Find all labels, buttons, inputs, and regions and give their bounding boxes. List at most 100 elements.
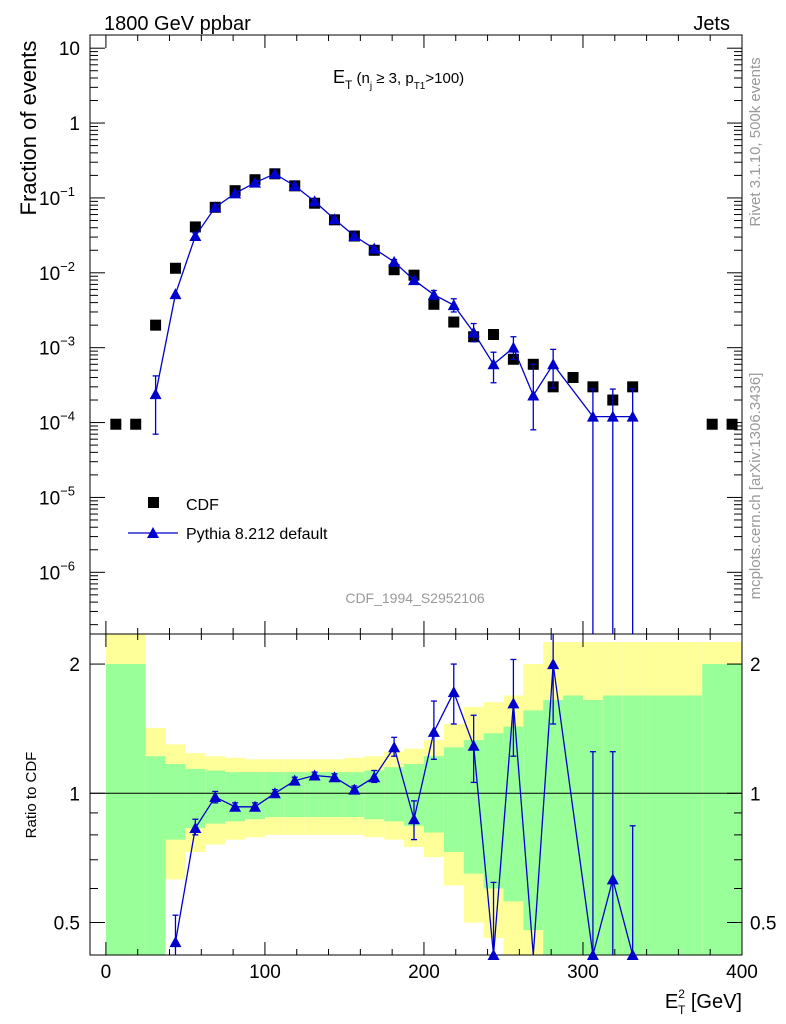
cdf-point: [448, 316, 460, 328]
band-green: [384, 767, 405, 822]
pythia-point: [209, 201, 222, 213]
band-green: [185, 768, 206, 829]
main-y-axis-label: Fraction of events: [16, 41, 41, 216]
pythia-point: [248, 176, 261, 188]
pythia-point: [427, 288, 440, 300]
plot-title-part2: ≥ 3, p: [372, 70, 414, 87]
band-green: [304, 772, 325, 818]
header-right: Jets: [693, 13, 730, 35]
pythia-point: [308, 195, 321, 207]
cdf-point: [488, 329, 500, 340]
cdf-point: [706, 418, 718, 430]
ratio-point: [229, 800, 242, 812]
plot-title-sub-j: j: [369, 81, 372, 92]
y-tick-label: 1: [69, 114, 80, 135]
pythia-point: [507, 341, 520, 353]
ratio-point: [447, 686, 460, 698]
cdf-point: [169, 262, 181, 274]
cdf-point: [110, 418, 122, 430]
band-green: [245, 772, 265, 820]
ratio-y-axis-label: Ratio to CDF: [23, 752, 40, 839]
band-green: [523, 710, 544, 931]
ratio-point: [368, 771, 381, 783]
ratio-point: [626, 949, 639, 960]
pythia-point: [288, 179, 301, 191]
x-tick-label: 300: [567, 962, 599, 983]
ratio-point: [487, 949, 500, 960]
ratio-point: [308, 769, 321, 781]
cdf-point: [627, 381, 639, 393]
x-tick-label: 400: [726, 962, 758, 983]
plot-title-part1: (n: [352, 70, 370, 87]
band-green: [324, 772, 345, 818]
pythia-point: [606, 410, 619, 422]
legend-marker-pythia: [147, 527, 159, 538]
plot-title-sub: T: [345, 78, 353, 92]
band-green: [105, 664, 146, 955]
x-tick-label: 0: [101, 962, 112, 983]
plot-title-part3: >100): [425, 70, 464, 87]
band-green: [364, 770, 385, 820]
side-label-mcplots: mcplots.cern.ch [arXiv:1306.3436]: [747, 373, 764, 600]
y-tick-label-ratio: 1: [69, 784, 80, 805]
pythia-point: [348, 230, 361, 242]
band-green: [702, 664, 742, 955]
pythia-point: [467, 326, 480, 338]
ratio-point: [427, 725, 440, 737]
band-green: [543, 699, 564, 955]
pythia-point: [229, 187, 242, 199]
band-green: [443, 747, 464, 852]
pythia-point: [368, 242, 381, 254]
pythia-point: [388, 255, 401, 267]
pythia-point: [268, 167, 281, 179]
pythia-point: [447, 299, 460, 311]
header-left: 1800 GeV ppbar: [104, 13, 251, 35]
x-axis-label-main: E: [665, 991, 678, 1013]
ratio-point: [248, 800, 261, 812]
pythia-point: [328, 213, 341, 225]
cdf-point: [130, 418, 142, 430]
ratio-point: [388, 741, 401, 753]
y-tick-label: 10−3: [39, 334, 75, 360]
cdf-point: [587, 381, 599, 393]
cdf-point: [428, 298, 440, 310]
band-green: [165, 764, 186, 840]
band-green: [463, 740, 484, 874]
ratio-point: [507, 697, 520, 709]
pythia-line: [154, 173, 633, 418]
x-axis-label-sub: T: [678, 1003, 686, 1017]
y-tick-label: 10−1: [39, 184, 75, 210]
legend-label-pythia: Pythia 8.212 default: [186, 526, 328, 543]
ratio-point: [547, 658, 560, 670]
data-marks: [110, 167, 738, 960]
cdf-point: [388, 264, 400, 276]
x-tick-label: 200: [408, 962, 440, 983]
ratio-point: [189, 822, 202, 834]
ratio-point: [348, 783, 361, 795]
ratio-point: [268, 787, 281, 799]
band-green: [563, 695, 583, 955]
band-green: [145, 756, 166, 955]
ratio-uncertainty-bands: [105, 634, 742, 955]
watermark: CDF_1994_S2952106: [345, 590, 485, 606]
y-tick-label: 10−6: [39, 558, 75, 584]
pythia-point: [547, 358, 560, 370]
band-green: [423, 756, 444, 833]
band-green: [483, 733, 504, 889]
y-tick-label-ratio-right: 2: [750, 655, 761, 676]
ratio-point: [606, 873, 619, 885]
y-tick-label-ratio-right: 0.5: [750, 913, 776, 934]
ratio-panel: 0 100 200 300 400 0.5 0.5 1 1 2 2: [54, 633, 776, 983]
band-green: [642, 695, 703, 955]
band-green: [225, 772, 246, 822]
y-tick-label-ratio-right: 1: [750, 784, 761, 805]
main-frame: [89, 34, 743, 635]
y-tick-label: 10: [59, 39, 80, 60]
ratio-point: [467, 739, 480, 751]
pythia-point: [586, 410, 599, 422]
plot-title-sub-t1: T1: [414, 81, 426, 92]
plot-title: ET (nj ≥ 3, pT1>100): [333, 67, 464, 92]
ratio-point: [586, 949, 599, 960]
side-label-rivet: Rivet 3.1.10, 500k events: [747, 57, 764, 226]
